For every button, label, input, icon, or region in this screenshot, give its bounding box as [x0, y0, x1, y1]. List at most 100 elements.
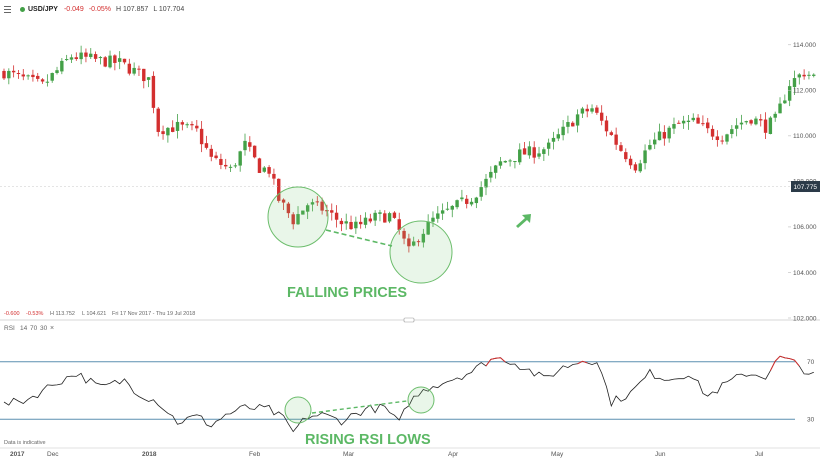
time-axis-label: Jul: [755, 451, 764, 458]
candle: [759, 114, 763, 127]
candle: [55, 66, 59, 75]
candle: [710, 125, 715, 141]
rsi-header: RSI 14 70 30 ×: [4, 325, 54, 332]
candle-body: [228, 166, 233, 168]
rising-rsi-lows-label: RISING RSI LOWS: [305, 432, 431, 448]
price-pane[interactable]: [0, 45, 816, 253]
candle-body: [301, 210, 305, 215]
candle: [16, 70, 21, 79]
info-change-percent: -0.53%: [26, 311, 44, 317]
candle: [754, 116, 758, 126]
rsi-annotation: RISING RSI LOWS: [284, 386, 435, 448]
candle: [513, 161, 517, 169]
rsi-overbought-segment: [490, 357, 496, 360]
candle-body: [272, 173, 276, 179]
candle-body: [542, 149, 546, 154]
candle: [734, 118, 739, 137]
menu-icon[interactable]: [0, 0, 14, 18]
candle: [493, 164, 498, 179]
candle: [354, 216, 358, 234]
candle-body: [614, 134, 618, 145]
candle-body: [281, 199, 286, 203]
candle-body: [64, 59, 69, 61]
candle-body: [489, 171, 493, 178]
candle-body: [310, 202, 315, 205]
candle: [320, 197, 324, 215]
candle-body: [122, 58, 127, 63]
candle-body: [89, 53, 93, 58]
candle-body: [445, 208, 450, 210]
candle: [489, 166, 493, 183]
falling-prices-label: FALLING PRICES: [287, 285, 407, 301]
candle: [706, 117, 710, 134]
candle: [436, 206, 440, 223]
candle: [2, 68, 6, 81]
rsi-close-icon[interactable]: ×: [50, 325, 54, 332]
candle-body: [701, 123, 705, 125]
symbol-label[interactable]: USD/JPY: [28, 5, 58, 13]
candle-body: [334, 212, 339, 220]
rsi-overbought-segment: [500, 357, 506, 363]
candle: [267, 165, 271, 178]
candle: [199, 121, 204, 153]
candle-body: [103, 57, 107, 67]
candle-body: [392, 212, 397, 218]
candle: [64, 54, 69, 62]
candle-body: [339, 220, 344, 225]
candle-body: [667, 127, 671, 139]
rsi-overbought-segment: [582, 360, 588, 364]
candle-body: [262, 167, 266, 172]
candle: [518, 143, 522, 165]
pane-resize-handle-icon[interactable]: [403, 317, 415, 323]
candle: [792, 70, 797, 96]
candle-body: [768, 117, 773, 134]
candle-body: [199, 128, 204, 145]
candle: [624, 148, 628, 163]
candle-body: [638, 163, 642, 172]
candle: [807, 71, 811, 80]
candle: [368, 213, 373, 224]
candle-body: [566, 122, 570, 127]
candle: [296, 206, 300, 225]
candle: [628, 155, 633, 169]
candle-body: [763, 119, 768, 133]
candle: [440, 203, 445, 220]
candle: [60, 57, 64, 75]
candle-body: [469, 201, 474, 205]
rsi-pane[interactable]: 70 30: [0, 355, 815, 433]
candle: [744, 120, 748, 125]
rsi-line: [3, 355, 814, 433]
candle: [460, 189, 464, 202]
candle: [546, 138, 551, 156]
price-axis-label: 110.000: [793, 133, 816, 140]
candle: [69, 54, 74, 63]
candle-body: [527, 146, 532, 156]
candle: [334, 205, 339, 228]
candle-body: [508, 160, 512, 162]
candle: [498, 156, 503, 169]
candle: [484, 173, 488, 196]
candle: [31, 69, 35, 82]
candle: [262, 166, 266, 173]
candle: [537, 146, 541, 160]
candle: [681, 115, 686, 129]
candle-body: [575, 114, 580, 126]
rsi-overbought-segment: [794, 359, 800, 367]
candle: [725, 133, 729, 145]
candle-body: [195, 125, 199, 129]
candle: [190, 121, 194, 131]
candle: [166, 127, 170, 143]
candle-body: [161, 131, 165, 135]
candle-body: [84, 52, 88, 57]
last-price-label: 107.775: [794, 184, 818, 191]
candle: [749, 119, 753, 126]
candle: [392, 211, 397, 219]
candle-body: [797, 74, 801, 78]
candle: [653, 132, 657, 150]
candle: [305, 203, 310, 220]
candle-body: [710, 128, 715, 137]
candle-body: [460, 197, 464, 200]
candle-body: [653, 139, 657, 145]
candle: [7, 68, 11, 85]
